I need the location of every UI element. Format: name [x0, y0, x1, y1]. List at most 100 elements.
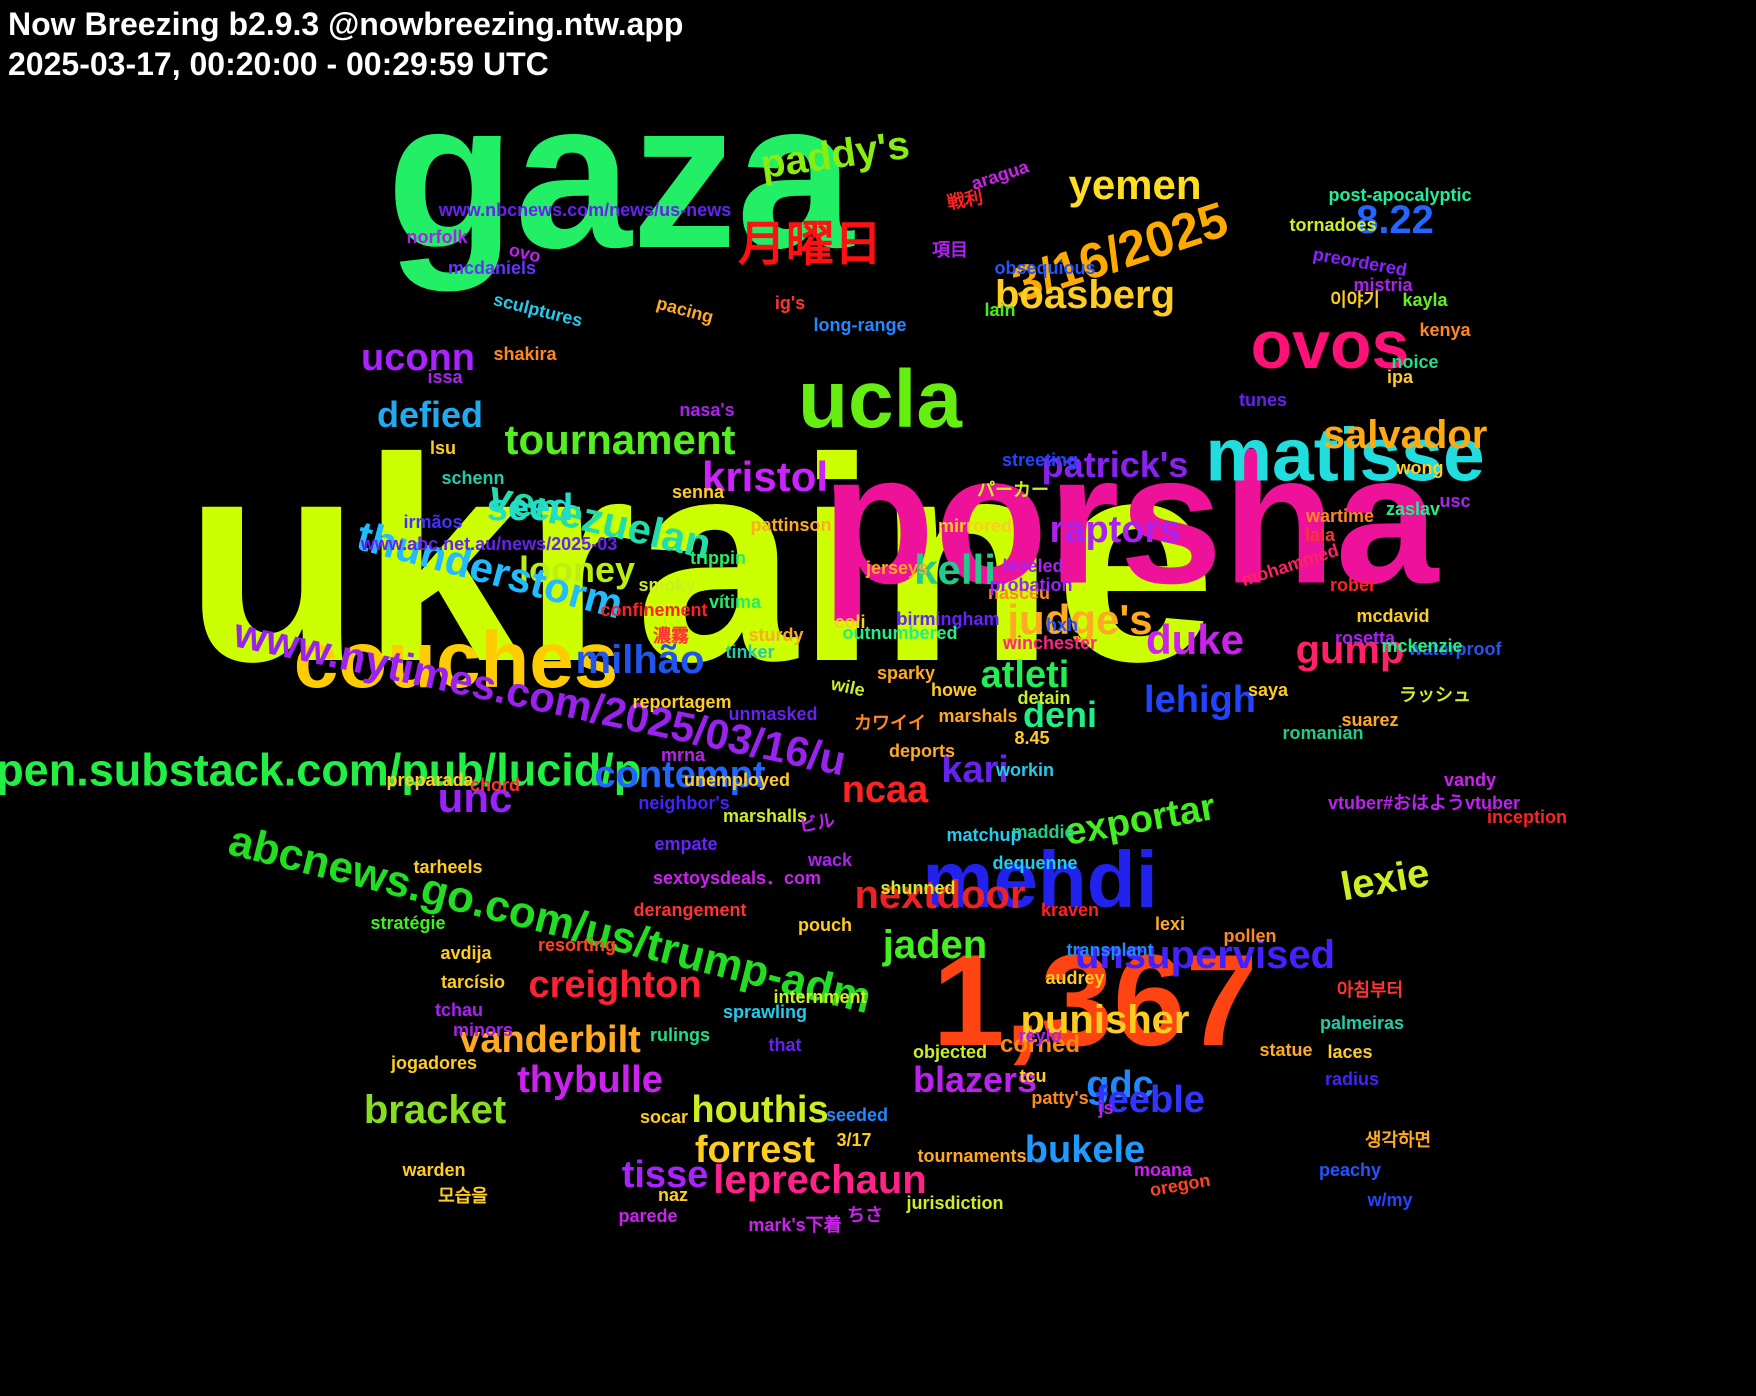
cloud-word: ig's [774, 293, 806, 313]
cloud-word: schenn [441, 468, 505, 488]
cloud-word: deni [1022, 694, 1098, 735]
cloud-word: creighton [528, 964, 702, 1006]
cloud-word: duke [1145, 616, 1245, 663]
cloud-word: waterproof [1408, 639, 1502, 659]
cloud-word: probation [989, 575, 1073, 595]
cloud-word: tchau [434, 1000, 484, 1020]
cloud-word: neighbor's [638, 793, 730, 813]
cloud-word: coli [834, 612, 866, 632]
cloud-word: usc [1439, 491, 1471, 511]
cloud-word: jogadores [390, 1053, 478, 1073]
cloud-word: 8.22 [1356, 198, 1434, 242]
cloud-word: gaza [386, 57, 854, 292]
cloud-word: 項目 [932, 240, 968, 260]
cloud-word: mistria [1353, 275, 1413, 295]
cloud-word: porsha [821, 416, 1439, 623]
cloud-word: jerseys [865, 558, 929, 578]
cloud-word: vítima [708, 592, 762, 612]
cloud-word: matchup [946, 825, 1022, 845]
cloud-word: ncaa [841, 769, 929, 811]
cloud-word: gdc [1086, 1064, 1154, 1106]
cloud-word: derangement [633, 900, 747, 920]
cloud-word: atleti [980, 654, 1070, 696]
cloud-word: nasceu [987, 583, 1051, 603]
cloud-word: reportagem [632, 692, 732, 712]
cloud-word: ipa [1386, 367, 1414, 387]
cloud-word: tournament [504, 416, 736, 463]
cloud-word: nasa's [679, 400, 735, 420]
cloud-word: www.nbcnews.com/news/us-news [438, 200, 732, 220]
cloud-word: wack [807, 850, 853, 870]
cloud-word: kenya [1419, 320, 1471, 340]
cloud-word: laces [1327, 1042, 1373, 1062]
cloud-word: long-range [813, 315, 907, 335]
cloud-word: パーカー [977, 480, 1049, 500]
cloud-word: ovos [1250, 307, 1410, 383]
cloud-word: noice [1391, 352, 1439, 372]
cloud-word: カワイイ [854, 713, 926, 733]
header: Now Breezing b2.9.3 @nowbreezing.ntw.app… [8, 4, 683, 84]
cloud-word: warden [402, 1160, 466, 1180]
cloud-word: palmeiras [1319, 1013, 1405, 1033]
cloud-word: birmingham [896, 609, 1000, 629]
cloud-word: issa [427, 367, 463, 387]
cloud-word: radius [1324, 1069, 1380, 1089]
cloud-word: 아침부터 [1336, 980, 1404, 1000]
cloud-word: punisher [1020, 998, 1190, 1042]
cloud-word: yemen [1068, 161, 1202, 208]
time-range: 2025-03-17, 00:20:00 - 00:29:59 UTC [8, 46, 549, 82]
cloud-word: 月曜日 [737, 218, 883, 271]
cloud-word: streeting [1001, 450, 1079, 470]
cloud-word: mckenzie [1381, 636, 1463, 656]
cloud-word: wong [1396, 458, 1444, 478]
cloud-word: vanderbilt [459, 1019, 641, 1061]
cloud-word: seeded [825, 1105, 889, 1125]
cloud-word: jurisdiction [906, 1193, 1004, 1213]
cloud-word: lsu [429, 438, 457, 458]
cloud-word: ラッシュ [1399, 685, 1471, 705]
cloud-word: naz [657, 1185, 689, 1205]
cloud-word: mcdaniels [447, 258, 537, 278]
cloud-word: jaden [882, 923, 988, 967]
cloud-word: preparada [386, 770, 474, 790]
cloud-word: tarheels [413, 857, 483, 877]
cloud-word: objected [912, 1042, 988, 1062]
cloud-word: tournaments [917, 1146, 1027, 1166]
cloud-word: senna [671, 482, 725, 502]
word-cloud: ukraine gaza porsha 1,367 couches matisse mehd… [0, 57, 1567, 1235]
cloud-word: mrna [660, 745, 706, 765]
cloud-word: irmãos [403, 512, 463, 532]
cloud-word: kayla [1402, 290, 1448, 310]
cloud-word: mirrored [937, 516, 1013, 536]
cloud-word: minors [452, 1020, 514, 1040]
cloud-word: mehdi [922, 835, 1158, 924]
cloud-word: patrick's [1041, 444, 1189, 485]
cloud-word: pacing [654, 292, 716, 328]
cloud-word: lain [984, 300, 1016, 320]
cloud-word: moana [1133, 1160, 1193, 1180]
cloud-word: deports [888, 741, 956, 761]
cloud-word: lehigh [1144, 679, 1256, 721]
cloud-word: maddie [1011, 822, 1075, 842]
cloud-word: mcdavid [1356, 606, 1430, 626]
cloud-word: judge's [1007, 596, 1153, 643]
cloud-word: hxh [1045, 615, 1079, 635]
cloud-word: contempt [594, 754, 766, 796]
cloud-word: boasberg [994, 273, 1176, 317]
cloud-word: reylo [1018, 1026, 1062, 1046]
cloud-word: kristol [701, 453, 829, 500]
cloud-word: unmasked [728, 704, 818, 724]
cloud-word: stratégie [370, 913, 446, 933]
cloud-word: post-apocalyptic [1328, 185, 1472, 205]
cloud-word: chord [469, 775, 521, 795]
cloud-word: suarez [1341, 710, 1399, 730]
cloud-word: smoky [638, 575, 696, 595]
cloud-word: shunned [880, 878, 956, 898]
cloud-word: ビル [797, 810, 837, 836]
cloud-word: 濃霧 [653, 626, 689, 646]
cloud-word: ukraine [184, 398, 1216, 722]
cloud-word: inception [1487, 807, 1567, 827]
cloud-word: vtuber#おはようvtuber [1327, 793, 1521, 813]
cloud-word: tisse [621, 1154, 709, 1196]
cloud-word: nextdoor [854, 873, 1026, 917]
